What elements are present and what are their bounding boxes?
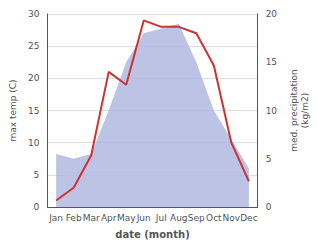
svg-text:10: 10 xyxy=(28,138,40,148)
svg-text:15: 15 xyxy=(266,57,277,67)
svg-text:Jun: Jun xyxy=(136,213,151,223)
svg-text:10: 10 xyxy=(266,106,278,116)
svg-text:5: 5 xyxy=(34,170,40,180)
svg-text:20: 20 xyxy=(28,73,40,83)
svg-text:date (month): date (month) xyxy=(115,229,189,240)
svg-text:Apr: Apr xyxy=(101,213,117,223)
svg-text:20: 20 xyxy=(266,9,278,19)
svg-text:med. precipitation: med. precipitation xyxy=(289,69,299,151)
svg-text:Jul: Jul xyxy=(155,213,167,223)
svg-text:15: 15 xyxy=(28,106,39,116)
svg-text:max temp (C): max temp (C) xyxy=(8,79,18,141)
svg-text:30: 30 xyxy=(28,9,40,19)
svg-text:Aug: Aug xyxy=(170,213,188,223)
svg-text:Oct: Oct xyxy=(206,213,222,223)
svg-text:Dec: Dec xyxy=(240,213,257,223)
svg-text:Jan: Jan xyxy=(48,213,63,223)
svg-text:Nov: Nov xyxy=(223,213,241,223)
svg-text:5: 5 xyxy=(266,154,272,164)
svg-text:Sep: Sep xyxy=(188,213,205,223)
svg-text:0: 0 xyxy=(34,202,40,212)
svg-text:Mar: Mar xyxy=(83,213,100,223)
svg-text:Feb: Feb xyxy=(66,213,82,223)
svg-text:0: 0 xyxy=(266,202,272,212)
svg-text:(kg/m2): (kg/m2) xyxy=(300,93,310,128)
svg-text:25: 25 xyxy=(28,41,39,51)
svg-text:May: May xyxy=(117,213,136,223)
